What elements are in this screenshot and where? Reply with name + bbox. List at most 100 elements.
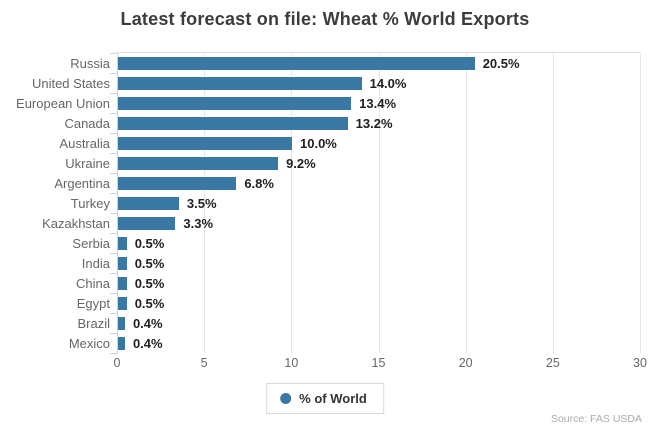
bar-zone: 0.5% [118, 253, 640, 273]
x-tick-label: 10 [284, 356, 299, 370]
bar-row: European Union 13.4% [0, 93, 640, 113]
bar-zone: 3.3% [118, 213, 640, 233]
category-label: Argentina [54, 175, 110, 191]
bar-zone: 9.2% [118, 153, 640, 173]
bar-row: Russia 20.5% [0, 53, 640, 73]
bar-rows: Russia 20.5% United States 14.0% European Un… [0, 53, 640, 353]
bar-row: Egypt 0.5% [0, 293, 640, 313]
category-label: Mexico [68, 335, 110, 351]
value-label: 10.0% [300, 135, 337, 151]
bar-zone: 6.8% [118, 173, 640, 193]
bar-row: Ukraine 9.2% [0, 153, 640, 173]
category-label: Canada [64, 115, 110, 131]
category-label: Kazakhstan [42, 215, 110, 231]
bar-row: Kazakhstan 3.3% [0, 213, 640, 233]
bar[interactable] [118, 56, 475, 70]
x-tick-label: 5 [200, 356, 208, 370]
y-axis-tick [110, 213, 117, 214]
chart-title: Latest forecast on file: Wheat % World E… [120, 9, 530, 29]
y-axis-tick [110, 353, 117, 354]
bar[interactable] [118, 236, 127, 250]
value-label: 13.2% [355, 115, 393, 131]
bar-zone: 0.4% [118, 333, 640, 353]
bar[interactable] [118, 76, 362, 90]
bar-row: Argentina 6.8% [0, 173, 640, 193]
value-label: 0.4% [132, 315, 163, 331]
bar-zone: 0.5% [118, 233, 640, 253]
y-axis-tick [110, 53, 117, 54]
y-axis-tick [110, 293, 117, 294]
y-axis-tick [110, 173, 117, 174]
legend-marker-icon [280, 393, 292, 404]
value-label: 3.3% [183, 215, 214, 231]
bar-row: Canada 13.2% [0, 113, 640, 133]
value-label: 14.0% [369, 75, 407, 91]
bar-zone: 10.0% [118, 133, 640, 153]
y-axis-tick [110, 73, 117, 74]
y-axis-tick [110, 153, 117, 154]
bar-zone: 20.5% [118, 53, 640, 73]
value-label: 20.5% [482, 55, 520, 71]
bar-zone: 0.5% [118, 293, 640, 313]
y-axis-tick [110, 233, 117, 234]
value-label: 0.5% [134, 235, 165, 251]
category-label: Russia [70, 55, 110, 71]
x-tick-label: 15 [371, 356, 386, 370]
bar[interactable] [118, 216, 176, 230]
x-tick-label: 30 [633, 356, 647, 370]
x-tick-label: 0 [113, 356, 121, 370]
category-label: European Union [16, 95, 110, 111]
bar-row: Serbia 0.5% [0, 233, 640, 253]
bar[interactable] [118, 316, 125, 330]
bar-zone: 0.4% [118, 313, 640, 333]
gridline [378, 53, 380, 353]
bar[interactable] [118, 276, 127, 290]
bar[interactable] [118, 156, 279, 170]
bar-row: United States 14.0% [0, 73, 640, 93]
y-axis-tick [110, 133, 117, 134]
plot-area [110, 52, 641, 354]
bar[interactable] [118, 296, 127, 310]
category-label: Ukraine [65, 155, 110, 171]
category-label: India [81, 255, 110, 271]
bar-row: Australia 10.0% [0, 133, 640, 153]
gridline [640, 53, 641, 353]
category-label: Brazil [77, 315, 110, 331]
value-label: 0.5% [134, 295, 165, 311]
bar-row: Brazil 0.4% [0, 313, 640, 333]
category-label: Egypt [76, 295, 110, 311]
value-label: 0.5% [134, 275, 165, 291]
gridline [291, 53, 293, 353]
legend[interactable]: % of World [266, 383, 384, 414]
category-label: Australia [59, 135, 110, 151]
category-label: Serbia [72, 235, 110, 251]
value-label: 13.4% [359, 95, 397, 111]
value-label: 3.5% [186, 195, 217, 211]
value-label: 9.2% [286, 155, 316, 171]
gridline [204, 53, 206, 353]
y-axis-tick [110, 253, 117, 254]
bar[interactable] [118, 196, 179, 210]
bar[interactable] [118, 136, 292, 150]
bar[interactable] [118, 116, 348, 130]
y-axis-tick [110, 193, 117, 194]
x-tick-label: 20 [458, 356, 473, 370]
bar-zone: 0.5% [118, 273, 640, 293]
category-label: Turkey [70, 195, 110, 211]
bar-row: India 0.5% [0, 253, 640, 273]
bar-row: Turkey 3.5% [0, 193, 640, 213]
category-label: China [76, 275, 110, 291]
y-axis-tick [110, 333, 117, 334]
bar[interactable] [118, 176, 237, 190]
bar-zone: 14.0% [118, 73, 640, 93]
bar[interactable] [118, 256, 127, 270]
bar-row: China 0.5% [0, 273, 640, 293]
bar[interactable] [118, 96, 352, 110]
y-axis-tick [110, 313, 117, 314]
gridline [552, 53, 554, 353]
y-axis-tick [110, 113, 117, 114]
legend-label: % of World [299, 391, 367, 406]
bar[interactable] [118, 336, 125, 350]
category-label: United States [31, 75, 110, 91]
